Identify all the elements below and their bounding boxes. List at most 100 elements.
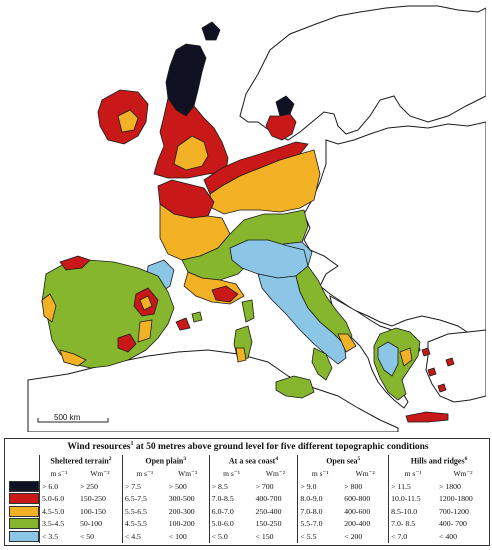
speed-value: 7.0-8.0 (297, 505, 343, 518)
scandinavia-outline (239, 5, 486, 141)
speed-value: < 4.5 (121, 530, 167, 543)
balearic-red (175, 317, 191, 331)
scale-label: 500 km (54, 413, 81, 422)
eastern-europe-outline (303, 121, 486, 335)
legend-table: Sheltered terrain2 Open plain3 At a sea … (9, 455, 489, 543)
sardinia-orange (235, 347, 247, 363)
group-header-open-sea: Open sea5 (297, 455, 389, 468)
power-value: 100-150 (79, 506, 106, 516)
speed-value: > 8.5 (208, 480, 254, 493)
power-value: > 1800 (439, 481, 461, 491)
galicia-orange (41, 293, 57, 323)
group-header-sheltered: Sheltered terrain2 (39, 455, 123, 468)
speed-value: 8.5-10.0 (388, 505, 437, 518)
power-value: < 400 (439, 531, 458, 541)
speed-value: 10.0-11.5 (388, 492, 437, 505)
speed-value: 5.5-6.5 (121, 505, 167, 518)
speed-value: < 7.0 (388, 530, 437, 543)
speed-value: < 5.5 (297, 530, 343, 543)
power-value: 300-500 (168, 494, 195, 504)
power-value: 600-800 (344, 494, 371, 504)
power-value: 400-600 (344, 506, 371, 516)
power-value: 100-200 (168, 519, 195, 529)
legend-title-rest: at 50 metres above ground level for five… (133, 442, 429, 453)
power-value: < 150 (255, 531, 274, 541)
unit-wm: Wm⁻² (90, 469, 110, 479)
italy-adriatic-green (295, 265, 353, 345)
sicily-green (275, 375, 315, 399)
aegean-red-4 (445, 357, 455, 367)
speed-value: 5.5-7.0 (297, 517, 343, 530)
speed-value: < 3.5 (38, 530, 78, 543)
speed-value: 8.0-9.0 (297, 492, 343, 505)
legend-title-main: Wind resources (67, 442, 131, 453)
power-value: 200-300 (168, 506, 195, 516)
unit-wm: Wm⁻² (355, 469, 375, 479)
power-value: > 250 (79, 481, 98, 491)
power-value: > 500 (168, 481, 187, 491)
speed-value: 7.0- 8.5 (388, 517, 437, 530)
speed-value: > 9.0 (297, 480, 343, 493)
unit-wm: Wm⁻² (453, 469, 473, 479)
greece-orange (399, 347, 413, 367)
unit-ms: m s⁻¹ (208, 467, 254, 480)
crete-red (405, 411, 449, 423)
legend-body: > 6.0 > 250 > 7.5 > 500 > 8.5 > 700 > 9.0 > 800… (9, 480, 489, 543)
wind-legend: Wind resources1 at 50 metres above groun… (4, 438, 490, 546)
group-header-sea-coast: At a sea coast4 (208, 455, 298, 468)
unit-ms: m s⁻¹ (297, 467, 343, 480)
aegean-red-3 (437, 383, 447, 393)
power-value: > 700 (255, 481, 274, 491)
speed-value: 6.5-7.5 (121, 492, 167, 505)
power-value: < 100 (168, 531, 187, 541)
greece (373, 327, 455, 423)
power-value: > 800 (344, 481, 363, 491)
ireland-zone-orange (117, 109, 139, 133)
legend-unit-row: m s⁻¹ Wm⁻² m s⁻¹ Wm⁻² m s⁻¹ Wm⁻² m s⁻¹ W… (9, 467, 489, 480)
speed-value: 5.0-6.0 (38, 492, 78, 505)
speed-value: 6.0-7.0 (208, 505, 254, 518)
balearic-green (191, 311, 203, 323)
power-value: < 200 (344, 531, 363, 541)
orkney-zone-dark (201, 21, 221, 41)
legend-swatch (9, 480, 40, 493)
speed-value: 5.0-6.0 (208, 517, 254, 530)
legend-swatch (9, 493, 40, 506)
speed-value: 4.5-5.5 (121, 517, 167, 530)
unit-wm: Wm⁻² (178, 469, 198, 479)
ebro-orange (139, 295, 153, 311)
power-value: 250-400 (255, 506, 282, 516)
north-africa-outline (27, 349, 399, 432)
scale-bar (37, 418, 109, 423)
power-value: 700-1200 (439, 506, 469, 516)
greece-blue (377, 341, 399, 377)
legend-row: 5.0-6.0 150-250 6.5-7.5 300-500 7.0-8.5 400-7… (9, 492, 489, 506)
rhone-red (211, 285, 239, 303)
legend-swatch (9, 518, 40, 531)
legend-row: 3.5-4.5 50-100 4.5-5.5 100-200 5.0-6.0 150-25… (9, 517, 489, 531)
legend-swatch (9, 505, 40, 518)
legend-title: Wind resources1 at 50 metres above groun… (5, 441, 491, 452)
apulia-orange (337, 333, 357, 353)
speed-value: 4.5-5.0 (38, 505, 78, 518)
power-value: < 50 (79, 531, 95, 541)
british-isles (97, 21, 297, 179)
denmark-zone-dark (275, 95, 295, 117)
group-header-hills: Hills and ridges6 (388, 455, 489, 468)
speed-value: 7.0-8.5 (208, 492, 254, 505)
north-plain-orange (209, 149, 321, 215)
speed-value: > 7.5 (121, 480, 167, 493)
unit-ms: m s⁻¹ (121, 467, 167, 480)
speed-value: 3.5-4.5 (38, 517, 78, 530)
iberia-north-red (59, 255, 91, 271)
calabria-green (311, 347, 333, 381)
italy (229, 239, 357, 399)
britain-zone-orange (173, 135, 209, 171)
speed-value: < 5.0 (208, 530, 254, 543)
power-value: 400- 700 (439, 519, 467, 529)
corsica-green (241, 299, 255, 323)
legend-title-sup: 1 (130, 441, 134, 447)
power-value: 1200-1800 (439, 494, 473, 504)
power-value: 50-100 (79, 519, 103, 529)
speed-value: > 11.5 (388, 480, 437, 493)
